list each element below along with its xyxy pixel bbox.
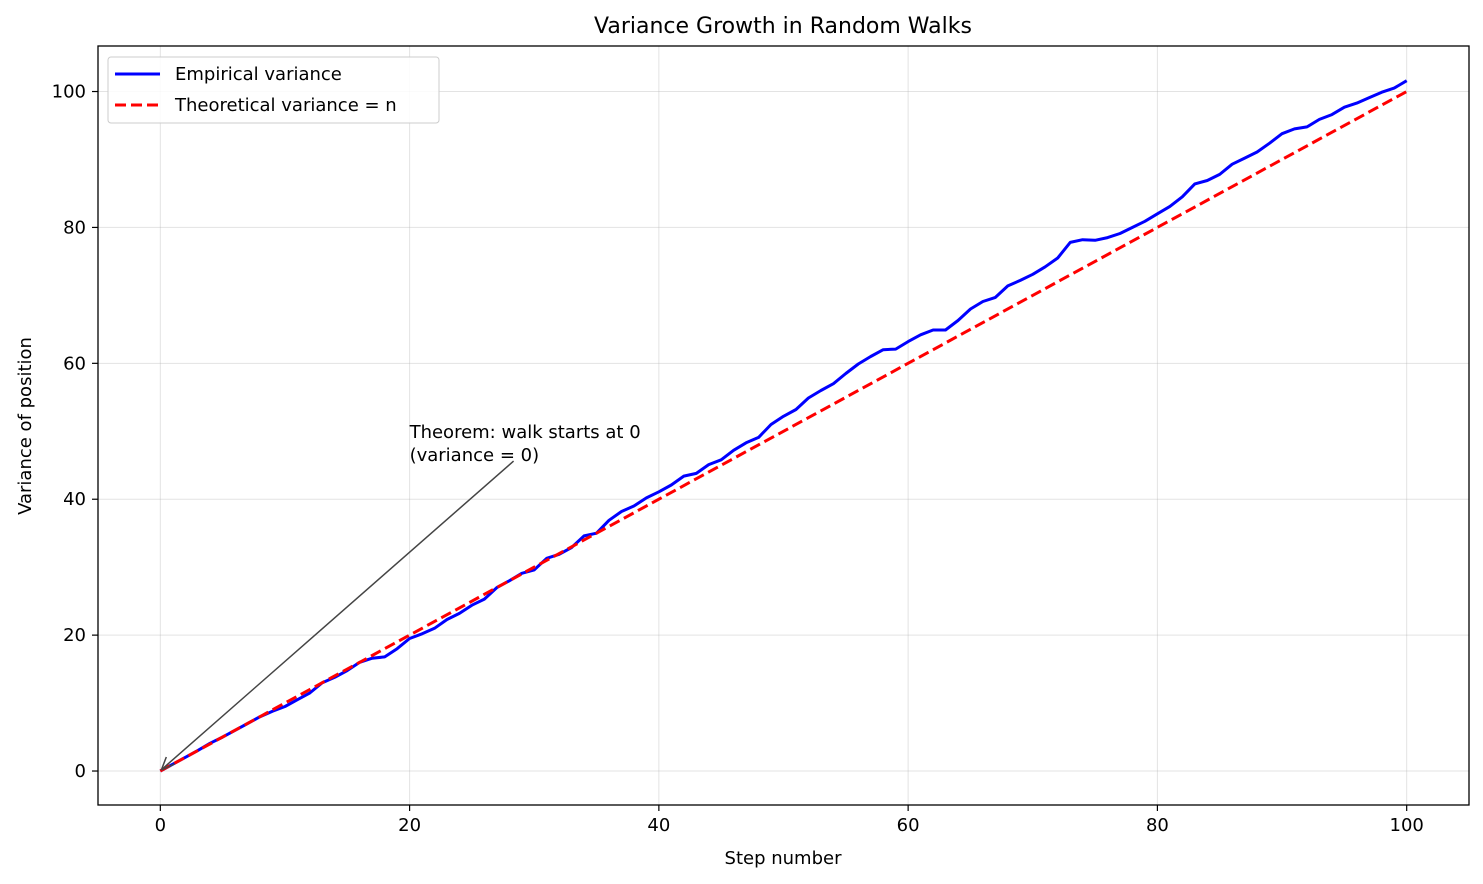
y-tick-label: 60: [63, 353, 86, 374]
annotation: Theorem: walk starts at 0(variance = 0): [160, 422, 641, 771]
x-tick-label: 20: [398, 815, 421, 836]
legend-box: [107, 56, 440, 124]
legend: Empirical variance Theoretical variance …: [107, 56, 440, 124]
y-tick-label: 100: [52, 82, 86, 103]
legend-label-theoretical: Theoretical variance = n: [174, 95, 397, 116]
chart-title: Variance Growth in Random Walks: [594, 14, 972, 39]
annotation-arrowhead: [160, 756, 175, 771]
y-tick-label: 40: [63, 489, 86, 510]
y-tick-label: 0: [75, 761, 86, 782]
series-line-theoretical: [159, 90, 1408, 773]
legend-label-empirical: Empirical variance: [175, 64, 342, 85]
y-tick-label: 20: [63, 625, 86, 646]
plot-area-border: [97, 45, 1470, 806]
x-axis: 0 20 40 60 80 100: [155, 805, 1424, 836]
series-group: [159, 79, 1408, 773]
x-tick-label: 80: [1146, 815, 1169, 836]
annotation-text-line: Theorem: walk starts at 0: [409, 422, 641, 443]
x-tick-label: 0: [155, 815, 166, 836]
x-tick-label: 40: [647, 815, 670, 836]
annotation-arrow: [162, 460, 515, 769]
y-axis: 0 20 40 60 80 100: [52, 82, 98, 782]
series-line-empirical: [159, 79, 1408, 773]
y-axis-label: Variance of position: [15, 337, 36, 515]
x-tick-label: 60: [897, 815, 920, 836]
x-tick-label: 100: [1390, 815, 1424, 836]
y-tick-label: 80: [63, 217, 86, 238]
x-axis-label: Step number: [725, 848, 843, 869]
annotation-text-line: (variance = 0): [410, 445, 540, 466]
